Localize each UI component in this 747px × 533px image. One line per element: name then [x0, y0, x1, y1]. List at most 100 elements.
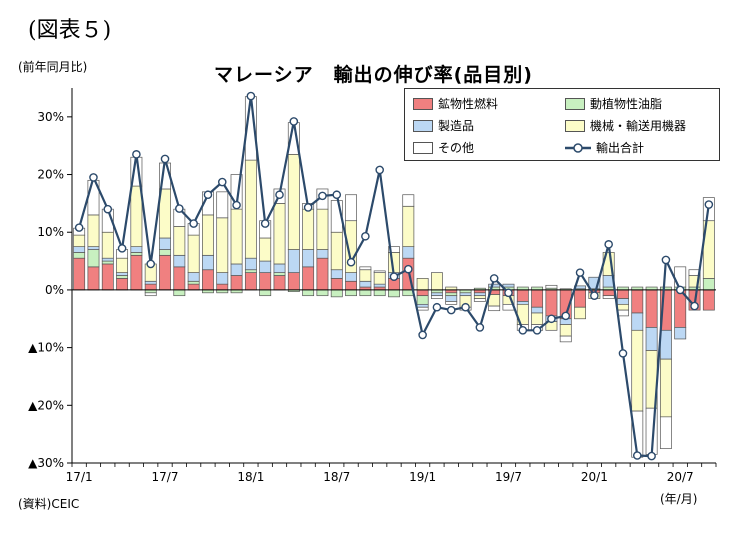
bar-segment-other: [559, 335, 572, 343]
bar-segment-manufactured: [502, 283, 515, 288]
bar-segment-other: [488, 305, 501, 312]
legend-label: 動植物性油脂: [590, 97, 663, 111]
bar-segment-mineral_fuels: [73, 257, 86, 291]
bar-segment-manufactured: [359, 280, 372, 288]
total-point: [132, 150, 141, 159]
bar-segment-animal_veg_oils: [273, 272, 286, 276]
bar-segment-machinery: [116, 257, 129, 273]
total-point: [475, 323, 485, 332]
bar-segment-manufactured: [674, 327, 687, 340]
bar-segment-mineral_fuels: [287, 272, 300, 291]
bar-segment-machinery: [287, 153, 300, 250]
bar-segment-machinery: [373, 272, 386, 285]
legend-swatch-manufactured: [413, 119, 433, 132]
bar-segment-machinery: [202, 214, 214, 256]
legend-item-total: 輸出合計: [565, 139, 644, 156]
bar-segment-other: [402, 194, 415, 207]
legend-item-mineral-fuels: 鉱物性燃料: [413, 95, 498, 112]
bar-segment-mineral_fuels: [244, 272, 257, 291]
bar-segment-manufactured: [187, 272, 200, 282]
total-point: [518, 326, 528, 335]
bar-segment-manufactured: [316, 249, 329, 259]
bar-segment-manufactured: [431, 292, 443, 297]
bar-segment-animal_veg_oils: [388, 289, 400, 298]
bar-segment-machinery: [531, 312, 544, 325]
x-tick-label: 19/1: [409, 470, 436, 484]
bar-segment-animal_veg_oils: [373, 289, 386, 297]
bar-segment-mineral_fuels: [216, 283, 229, 291]
y-tick-label: 10%: [37, 225, 64, 239]
bar-segment-machinery: [659, 358, 672, 418]
bar-segment-other: [416, 306, 429, 311]
bar-segment-mineral_fuels: [574, 289, 586, 308]
total-point: [690, 301, 699, 311]
total-point: [532, 326, 542, 335]
bar-segment-manufactured: [273, 263, 286, 273]
bar-segment-mineral_fuels: [116, 278, 129, 291]
legend-swatch-machinery: [565, 119, 585, 132]
chart-total-line: [74, 91, 714, 461]
bar-segment-manufactured: [330, 269, 343, 279]
y-tick-label: ▲10%: [28, 341, 64, 355]
bar-segment-animal_veg_oils: [173, 289, 186, 297]
bar-segment-animal_veg_oils: [302, 289, 315, 297]
bar-segment-machinery: [159, 188, 171, 239]
bar-segment-mineral_fuels: [130, 254, 143, 291]
bar-segment-manufactured: [287, 249, 300, 273]
bar-segment-animal_veg_oils: [101, 260, 114, 265]
bar-segment-machinery: [302, 208, 315, 250]
bar-segment-machinery: [101, 231, 114, 259]
bar-segment-machinery: [173, 226, 186, 256]
bar-segment-animal_veg_oils: [345, 289, 357, 297]
bar-segment-animal_veg_oils: [87, 249, 100, 268]
bar-segment-animal_veg_oils: [244, 269, 257, 273]
legend-item-animal-veg-oils: 動植物性油脂: [565, 95, 662, 112]
legend-swatch-animal-veg-oils: [565, 97, 585, 110]
figure-label: (図表５): [28, 18, 112, 43]
bar-segment-manufactured: [216, 272, 229, 285]
bar-segment-mineral_fuels: [617, 289, 629, 299]
bar-segment-manufactured: [73, 246, 86, 253]
bar-segment-other: [373, 270, 386, 273]
y-tick-label: ▲30%: [28, 456, 64, 470]
total-point: [618, 349, 628, 358]
bar-segment-machinery: [617, 303, 629, 311]
bar-segment-machinery: [73, 234, 86, 248]
bar-segment-machinery: [473, 295, 486, 299]
bar-segment-other: [144, 292, 157, 297]
total-point: [289, 117, 299, 126]
bar-segment-mineral_fuels: [202, 269, 214, 291]
bar-segment-mineral_fuels: [416, 289, 429, 297]
bar-segment-manufactured: [130, 246, 143, 253]
bar-segment-manufactured: [488, 283, 501, 288]
total-point: [146, 259, 156, 269]
bar-segment-machinery: [259, 237, 272, 262]
bar-segment-animal_veg_oils: [116, 275, 129, 279]
total-point: [418, 330, 427, 340]
bar-segment-manufactured: [373, 283, 386, 288]
bar-segment-manufactured: [202, 254, 214, 271]
source-label: (資料)CEIC: [18, 497, 80, 511]
bar-segment-mineral_fuels: [631, 289, 644, 314]
bar-segment-machinery: [431, 272, 443, 291]
bar-segment-manufactured: [516, 301, 529, 305]
bar-segment-animal_veg_oils: [187, 280, 200, 285]
bar-segment-manufactured: [531, 306, 544, 314]
bar-segment-other: [359, 266, 372, 271]
bar-segment-manufactured: [445, 295, 458, 302]
bar-segment-machinery: [130, 185, 143, 248]
bar-segment-machinery: [316, 208, 329, 250]
legend-item-other: その他: [413, 139, 474, 156]
bar-segment-manufactured: [459, 292, 472, 297]
total-point: [303, 203, 313, 212]
bar-segment-mineral_fuels: [144, 283, 157, 291]
x-tick-label: 17/7: [152, 470, 179, 484]
total-point: [389, 272, 399, 281]
total-point: [232, 200, 241, 210]
bar-segment-manufactured: [659, 329, 672, 360]
bar-segment-mineral_fuels: [230, 275, 243, 291]
bar-segment-other: [602, 295, 615, 299]
legend-label: 鉱物性燃料: [438, 97, 499, 111]
legend-item-machinery: 機械・輸送用機器: [565, 117, 686, 134]
bar-segment-mineral_fuels: [702, 289, 715, 311]
